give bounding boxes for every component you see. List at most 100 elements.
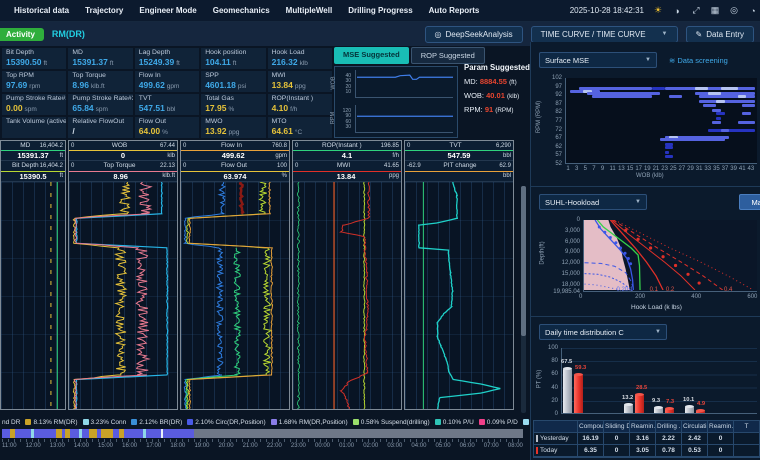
track-header-row[interactable]: 0 Flow Out 100 (181, 161, 289, 172)
track-header-row[interactable]: 0 TVT 6,290 (405, 141, 513, 152)
deepseek-analysis-button[interactable]: ◎ DeepSeekAnalysis (424, 25, 523, 43)
track-header-text: 0 (183, 142, 187, 149)
legend-item-0[interactable]: nd DR (2, 419, 20, 426)
mse-xtick: 39 (730, 166, 737, 172)
track-header-row[interactable]: 499.62 gpm (181, 151, 289, 162)
friction-factor-label: 0.2 (616, 287, 625, 293)
nav-item-engineer-mode[interactable]: Engineer Mode (139, 6, 197, 15)
heatmap-cell (664, 135, 730, 140)
contrast-icon[interactable]: ◑ (674, 5, 680, 16)
readout-value: 216.32 klb (272, 57, 328, 67)
readout-number: 8.96 (72, 80, 89, 90)
track-header-row[interactable]: 0 Top Torque 22.13 (69, 161, 177, 172)
curve-type-select[interactable]: TIME CURVE / TIME CURVE ▼ (530, 25, 678, 43)
table-cell (734, 433, 760, 445)
mse-xtick: 35 (713, 166, 720, 172)
nav-item-geomechanics[interactable]: Geomechanics (212, 6, 270, 15)
deepseek-icon: ◎ (434, 29, 442, 39)
track-header-row[interactable]: 63.974% (181, 172, 289, 182)
readout-unit: spm (24, 106, 37, 113)
surface-mse-select[interactable]: Surface MSE ▼ (539, 52, 657, 68)
track-plot[interactable] (1, 181, 65, 409)
legend-item-9[interactable]: 0.09% (522, 419, 530, 426)
mse-ytick: 72 (555, 126, 562, 133)
track-header-text: bbl (502, 173, 511, 180)
track-header-row[interactable]: bbl (405, 172, 513, 182)
legend-item-4[interactable]: 2.10% Circ(DR,Position) (187, 419, 266, 426)
track-header-row[interactable]: 0 klb (69, 151, 177, 162)
heatmap-cell (707, 129, 755, 133)
track-header-row[interactable]: 547.59 bbl (405, 151, 513, 162)
track-header-text: 0 (295, 142, 299, 149)
track-header-row[interactable]: 0 WOB 67.44 (69, 141, 177, 152)
track-header-row[interactable]: 0 ROP(Instant ) 196.85 (293, 141, 401, 152)
track-header-row[interactable]: Bit Depth 16,404.2 (1, 161, 65, 172)
theme-light-icon[interactable]: ☀ (653, 5, 663, 15)
right-panel: Surface MSE ▼ ≋ Data screening RPM (RPM)… (530, 42, 760, 460)
track-header-row[interactable]: 4.1 f/h (293, 151, 401, 162)
tab-rop-suggested[interactable]: ROP Suggested (410, 47, 485, 64)
track-header-text: 8.96 (113, 171, 128, 181)
mse-xtick: 33 (704, 166, 712, 172)
activity-timeline[interactable] (2, 429, 523, 438)
manage-button[interactable]: Manage (739, 194, 760, 210)
timeline-segment (14, 429, 32, 438)
legend-item-1[interactable]: 8.13% RM(DR) (25, 419, 78, 426)
bar-cap (574, 372, 583, 376)
legend-item-2[interactable]: 3.23% Conn (82, 419, 126, 426)
data-entry-button[interactable]: ✎ Data Entry (685, 25, 754, 43)
heatmap-cell (711, 108, 721, 112)
legend-item-6[interactable]: 0.58% Suspend(drilling) (352, 419, 430, 426)
track-header-row[interactable]: 8.96 klb.ft (69, 172, 177, 182)
readout-cell-pump-stroke-rate-2: Pump Stroke Rate#2 0.00 spm (2, 94, 67, 115)
curve-type-value: TIME CURVE / TIME CURVE (540, 29, 646, 39)
track-header-row[interactable]: 15391.37 ft (1, 151, 65, 162)
track-header-row[interactable]: 0 Flow In 760.8 (181, 141, 289, 152)
legend-item-7[interactable]: 0.10% P/U (434, 419, 474, 426)
nav-item-trajectory[interactable]: Trajectory (85, 6, 124, 15)
track-header-row[interactable]: 15390.5 ft (1, 172, 65, 182)
tracks-scrollbar[interactable] (521, 186, 526, 413)
hook-xtick: 200 (635, 294, 646, 300)
scrollbar-thumb[interactable] (521, 186, 526, 336)
spark-tick: 120 (342, 107, 351, 114)
track-plot[interactable] (405, 181, 513, 409)
readout-value: 4.10 f/h (272, 103, 328, 113)
legend-swatch (270, 419, 277, 425)
track-header-row[interactable]: 0 MWI 41.65 (293, 161, 401, 172)
nav-item-auto-reports[interactable]: Auto Reports (428, 6, 480, 15)
nav-item-historical-data[interactable]: Historical data (14, 6, 70, 15)
legend-item-5[interactable]: 1.68% RM(DR,Position) (270, 419, 348, 426)
power-icon[interactable]: ◎ (730, 5, 738, 15)
data-screening-link[interactable]: ≋ Data screening (669, 56, 728, 65)
fullscreen-icon[interactable]: ⤢ (692, 5, 700, 15)
time-label: 06:00 (459, 443, 475, 449)
more-icon[interactable]: ◔ (750, 5, 756, 16)
track-header-text: 547.59 (447, 151, 471, 161)
readout-cell-pump-stroke-rate-3: Pump Stroke Rate#3 65.84 spm (68, 94, 133, 115)
grid-apps-icon[interactable]: ▦ (710, 5, 720, 15)
track-header-row[interactable]: 13.84 ppg (293, 172, 401, 182)
spark-axis-label: WOB (330, 76, 337, 90)
tab-mse-suggested[interactable]: MSE Suggested (334, 47, 409, 64)
track-plot[interactable] (293, 181, 401, 409)
hookload-select[interactable]: SUHL-Hookload ▼ (539, 194, 647, 210)
track-header-row[interactable]: -62.9 PIT change 62.9 (405, 161, 513, 172)
track-plot[interactable] (69, 181, 177, 409)
chevron-down-icon: ▼ (661, 31, 668, 37)
readout-number: 499.62 (138, 80, 165, 90)
track-plot[interactable] (181, 181, 289, 409)
track-header-row[interactable]: MD 16,404.2 (1, 141, 65, 152)
nav-item-multiplewell[interactable]: MultipleWell (285, 6, 333, 15)
legend-item-8[interactable]: 0.09% P/D (478, 419, 518, 426)
spark-tick: 10 (345, 89, 351, 96)
spark-tick: 60 (345, 118, 351, 125)
legend-item-3[interactable]: 2.12% BR(DR) (131, 419, 182, 426)
wob-sparkline: WOB 40 30 20 10 (331, 67, 457, 102)
nav-item-drilling-progress[interactable]: Drilling Progress (348, 6, 413, 15)
timeline-segment (61, 429, 65, 438)
track-header-text: 16,404.2 (39, 142, 63, 149)
table-cell: 0.78 (656, 445, 682, 457)
daily-distribution-select[interactable]: Daily time distribution C ▼ (539, 324, 667, 340)
